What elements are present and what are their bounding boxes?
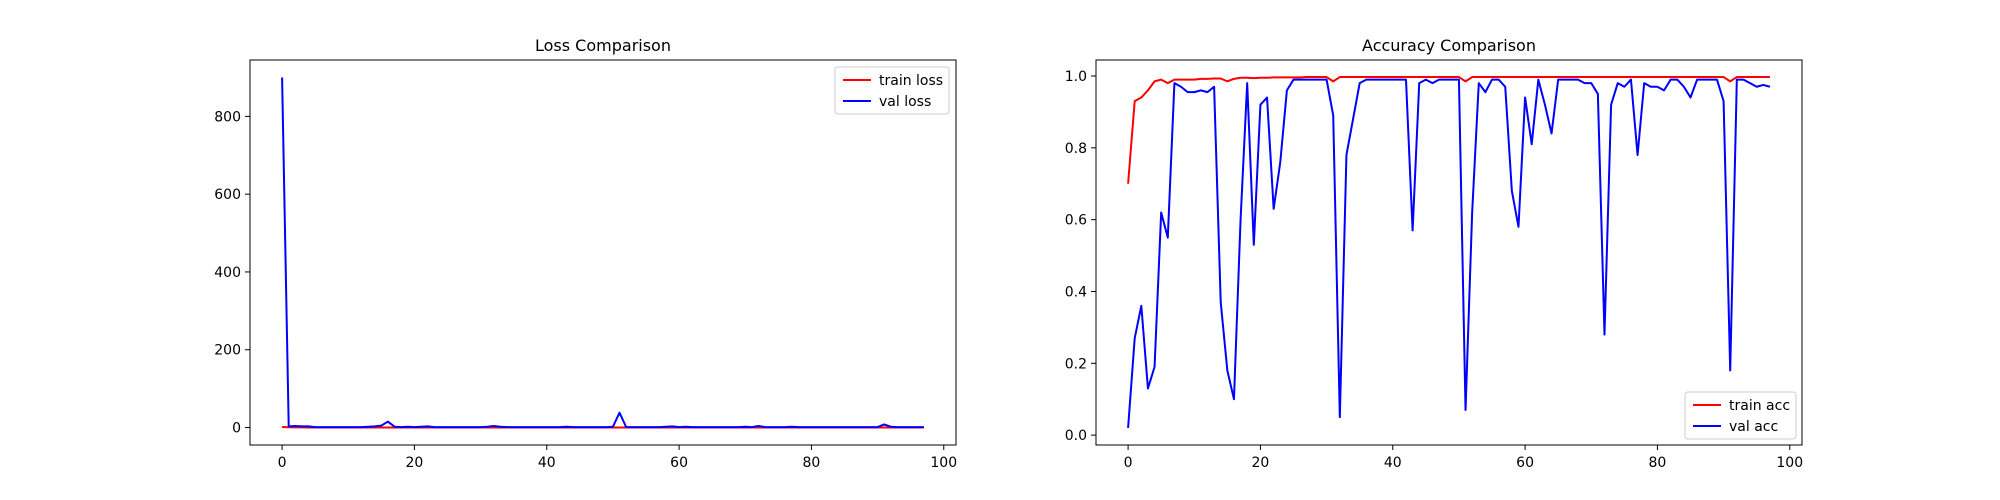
accuracy-y-axis: 0.0 0.2 0.4 0.6 0.8 1.0: [1065, 69, 1096, 444]
accuracy-series-train-line: [1127, 76, 1770, 184]
accuracy-plot-area: [1127, 76, 1771, 429]
loss-plot-area: [281, 77, 924, 429]
loss-x-axis: 0 20 40 60 80 100: [278, 445, 957, 471]
loss-legend-box: [834, 66, 950, 115]
loss-legend-train-label: train loss: [879, 73, 943, 89]
accuracy-x-tick-label: 0: [1124, 455, 1133, 471]
accuracy-x-tick-label: 40: [1384, 455, 1402, 471]
accuracy-legend: train acc val acc: [1684, 391, 1797, 440]
accuracy-legend-train-label: train acc: [1729, 398, 1790, 414]
accuracy-chart-title: Accuracy Comparison: [1362, 36, 1536, 55]
accuracy-x-tick-label: 60: [1516, 455, 1534, 471]
loss-x-tick-label: 100: [930, 455, 957, 471]
accuracy-axes-frame: [1095, 59, 1803, 446]
loss-chart-title: Loss Comparison: [535, 36, 671, 55]
accuracy-y-tick-label: 0.2: [1065, 356, 1087, 372]
accuracy-legend-val-label: val acc: [1729, 419, 1778, 435]
accuracy-x-tick-label: 80: [1649, 455, 1667, 471]
accuracy-x-tick-label: 20: [1252, 455, 1270, 471]
loss-x-tick-label: 20: [406, 455, 424, 471]
accuracy-chart: Accuracy Comparison 0 20 40 60 80 100 0.00.20…: [1065, 36, 1803, 471]
accuracy-y-tick-label: 1.0: [1065, 69, 1087, 85]
loss-x-tick-label: 40: [538, 455, 556, 471]
loss-y-tick-label: 600: [214, 187, 241, 203]
accuracy-legend-box: [1684, 391, 1797, 440]
accuracy-x-tick-label: 100: [1776, 455, 1803, 471]
loss-axes-frame: [249, 59, 957, 446]
loss-x-tick-label: 0: [278, 455, 287, 471]
accuracy-x-axis: 0 20 40 60 80 100: [1124, 445, 1803, 471]
accuracy-series-val-line: [1127, 78, 1771, 429]
loss-y-tick-label: 200: [214, 343, 241, 359]
loss-series-val-line: [281, 77, 924, 429]
accuracy-y-tick-label: 0.0: [1065, 428, 1087, 444]
loss-y-tick-label: 400: [214, 265, 241, 281]
loss-x-tick-label: 80: [803, 455, 821, 471]
loss-x-tick-label: 60: [670, 455, 688, 471]
loss-legend-val-label: val loss: [879, 94, 931, 110]
loss-y-axis: 0 200 400 600 800: [214, 109, 250, 437]
loss-y-tick-label: 0: [232, 421, 241, 437]
loss-chart: Loss Comparison 0 20 40 60 80 100 0 200 400 600 8…: [214, 36, 957, 471]
accuracy-y-tick-label: 0.8: [1065, 141, 1087, 157]
loss-legend: train loss val loss: [834, 66, 950, 115]
accuracy-y-tick-label: 0.6: [1065, 213, 1087, 229]
accuracy-y-tick-label: 0.4: [1065, 284, 1087, 300]
loss-y-tick-label: 800: [214, 109, 241, 125]
